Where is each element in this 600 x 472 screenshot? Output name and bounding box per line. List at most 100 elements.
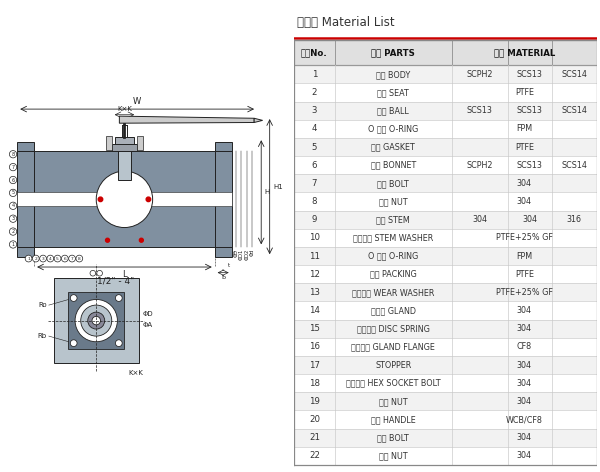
Text: 压盖法兰 GLAND FLANGE: 压盖法兰 GLAND FLANGE <box>351 342 435 351</box>
Circle shape <box>115 340 122 346</box>
Text: 11: 11 <box>309 252 320 261</box>
Circle shape <box>106 238 109 242</box>
Text: Rb: Rb <box>38 333 47 339</box>
Circle shape <box>97 270 103 276</box>
Text: 8: 8 <box>11 152 14 157</box>
Text: 304: 304 <box>517 324 532 333</box>
Polygon shape <box>215 142 232 152</box>
Text: 304: 304 <box>517 379 532 388</box>
Text: 6: 6 <box>64 257 66 261</box>
Circle shape <box>90 270 95 276</box>
Text: 304: 304 <box>517 397 532 406</box>
Text: 6: 6 <box>11 177 14 183</box>
Text: 螺栓 BOLT: 螺栓 BOLT <box>377 433 409 442</box>
Text: 2: 2 <box>11 229 14 234</box>
Text: 19: 19 <box>309 397 320 406</box>
Bar <box>294 411 597 429</box>
Bar <box>294 101 597 120</box>
Bar <box>294 193 597 211</box>
Text: 5: 5 <box>11 190 14 195</box>
Polygon shape <box>110 192 139 206</box>
Polygon shape <box>112 144 137 152</box>
Text: PTFE: PTFE <box>515 88 534 97</box>
Text: 304: 304 <box>517 179 532 188</box>
Text: 6: 6 <box>312 161 317 170</box>
Circle shape <box>81 305 112 336</box>
Text: 序号No.: 序号No. <box>301 48 328 57</box>
Circle shape <box>70 295 77 302</box>
Text: 8: 8 <box>78 257 80 261</box>
Bar <box>294 174 597 193</box>
Circle shape <box>10 241 17 248</box>
Text: 零件 PARTS: 零件 PARTS <box>371 48 415 57</box>
Polygon shape <box>215 152 232 247</box>
Text: 2: 2 <box>34 257 37 261</box>
Text: 耐磨垫圈 WEAR WASHER: 耐磨垫圈 WEAR WASHER <box>352 288 434 297</box>
Text: 球体 BALL: 球体 BALL <box>377 106 409 115</box>
Text: PTFE: PTFE <box>515 143 534 152</box>
Bar <box>294 265 597 283</box>
Polygon shape <box>115 137 134 152</box>
Text: Φd: Φd <box>250 249 254 256</box>
Bar <box>294 392 597 411</box>
Text: ΦD2: ΦD2 <box>245 249 250 260</box>
Circle shape <box>68 255 76 262</box>
Text: 20: 20 <box>309 415 320 424</box>
Polygon shape <box>137 136 143 150</box>
Text: 4: 4 <box>312 125 317 134</box>
Text: SCS13: SCS13 <box>517 106 542 115</box>
Text: 5: 5 <box>312 143 317 152</box>
Bar <box>294 247 597 265</box>
Text: 六角螺栓 HEX SOCKET BOLT: 六角螺栓 HEX SOCKET BOLT <box>346 379 440 388</box>
Text: SCS14: SCS14 <box>562 106 587 115</box>
Text: 螺栓 BOLT: 螺栓 BOLT <box>377 179 409 188</box>
Polygon shape <box>17 142 34 152</box>
Text: SCS14: SCS14 <box>562 161 587 170</box>
Text: PTFE+25% GF: PTFE+25% GF <box>496 288 553 297</box>
Text: 材料 MATERIAL: 材料 MATERIAL <box>494 48 555 57</box>
Text: SCS13: SCS13 <box>517 161 542 170</box>
Text: 14: 14 <box>309 306 320 315</box>
Polygon shape <box>106 136 112 150</box>
Polygon shape <box>119 116 254 123</box>
Text: 垫片 GASKET: 垫片 GASKET <box>371 143 415 152</box>
Bar <box>294 229 597 247</box>
Text: b: b <box>221 276 225 280</box>
Bar <box>294 40 597 65</box>
Text: 4: 4 <box>11 203 14 208</box>
Polygon shape <box>54 278 139 363</box>
Circle shape <box>47 255 53 262</box>
Text: 阀杆 STEM: 阀杆 STEM <box>376 215 410 224</box>
Bar <box>294 320 597 338</box>
Text: 螺母 NUT: 螺母 NUT <box>379 397 407 406</box>
Bar <box>294 120 597 138</box>
Text: t: t <box>228 263 230 268</box>
Text: K×K: K×K <box>128 370 143 376</box>
Text: SCPH2: SCPH2 <box>466 161 493 170</box>
Bar <box>294 138 597 156</box>
Circle shape <box>88 312 105 329</box>
Text: PTFE: PTFE <box>515 270 534 279</box>
Text: 17: 17 <box>309 361 320 370</box>
Text: 13: 13 <box>309 288 320 297</box>
Bar <box>294 429 597 447</box>
Text: 18: 18 <box>309 379 320 388</box>
Polygon shape <box>68 292 124 349</box>
Text: 手柄 HANDLE: 手柄 HANDLE <box>371 415 416 424</box>
Text: SCS14: SCS14 <box>562 70 587 79</box>
Circle shape <box>96 171 152 228</box>
Bar <box>294 156 597 174</box>
Circle shape <box>70 340 77 346</box>
Text: STOPPER: STOPPER <box>375 361 412 370</box>
Circle shape <box>10 228 17 235</box>
Text: K×K: K×K <box>117 106 132 112</box>
Text: O 形圈 O-RING: O 形圈 O-RING <box>368 125 418 134</box>
Circle shape <box>76 255 83 262</box>
Circle shape <box>25 255 32 262</box>
Polygon shape <box>215 247 232 257</box>
Text: 碟形弹簧 DISC SPRING: 碟形弹簧 DISC SPRING <box>357 324 430 333</box>
Text: FPM: FPM <box>516 125 532 134</box>
Circle shape <box>32 255 39 262</box>
Circle shape <box>98 197 103 202</box>
Text: SCPH2: SCPH2 <box>466 70 493 79</box>
